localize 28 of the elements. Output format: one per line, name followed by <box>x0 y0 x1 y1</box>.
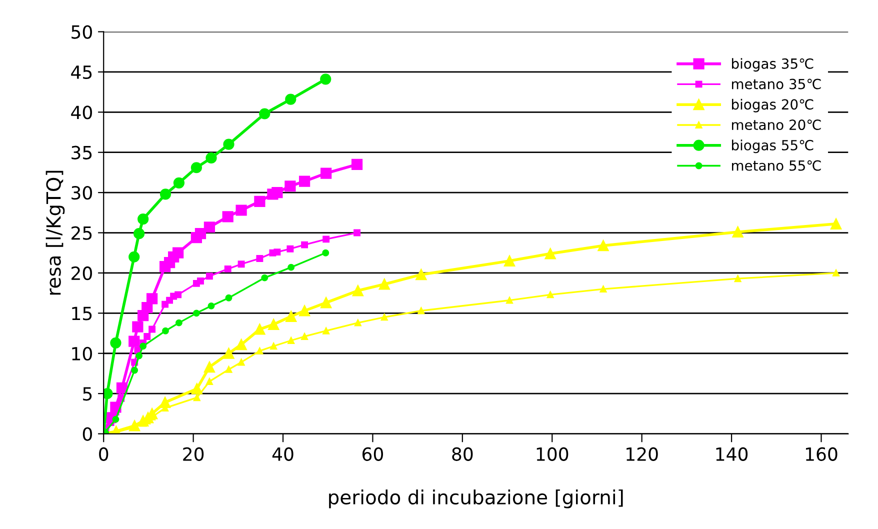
y-tick-label: 10 <box>72 346 92 360</box>
x-axis-title: periodo di incubazione [giorni] <box>329 489 623 508</box>
x-tick-label: 40 <box>272 447 294 461</box>
y-axis-title: resa [l/KgTQ] <box>46 170 65 295</box>
x-tick-label: 0 <box>99 447 108 461</box>
legend-label: metano 35℃ <box>732 78 821 90</box>
y-tick-label: 40 <box>71 106 92 120</box>
x-tick-label: 20 <box>183 447 204 461</box>
y-tick-label: 45 <box>71 66 92 80</box>
y-tick-label: 5 <box>83 387 92 401</box>
y-tick-label: 35 <box>72 146 92 160</box>
legend-label: biogas 55℃ <box>732 140 814 154</box>
y-tick-label: 30 <box>72 186 92 200</box>
x-tick-label: 140 <box>716 447 748 461</box>
x-tick-label: 120 <box>626 447 658 461</box>
y-tick-label: 25 <box>72 226 92 240</box>
x-tick-label: 80 <box>452 447 473 461</box>
y-tick-label: 20 <box>72 266 92 280</box>
x-tick-label: 160 <box>806 447 838 461</box>
legend-label: metano 55℃ <box>732 160 821 171</box>
y-tick-label: 50 <box>72 25 92 39</box>
x-tick-label: 60 <box>362 447 384 461</box>
x-tick-label: 100 <box>536 447 568 461</box>
y-tick-label: 15 <box>72 306 92 320</box>
y-tick-label: 0 <box>82 427 92 441</box>
legend-label: biogas 35℃ <box>732 58 814 72</box>
legend-label: biogas 20℃ <box>732 98 814 112</box>
legend-label: metano 20℃ <box>732 120 821 130</box>
